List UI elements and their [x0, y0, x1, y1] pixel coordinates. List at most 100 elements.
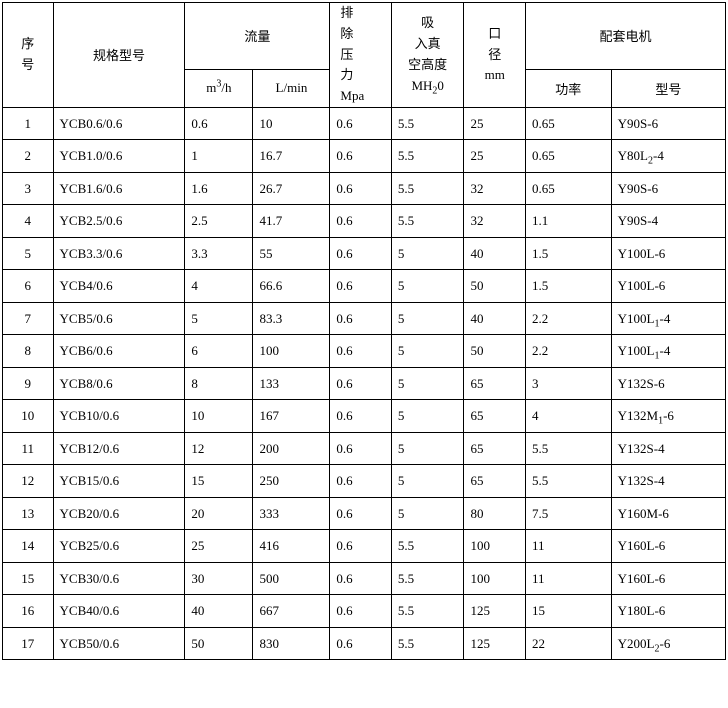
cell: 0.6 — [185, 107, 253, 140]
cell: 55 — [253, 237, 330, 270]
cell: YCB40/0.6 — [53, 595, 185, 628]
cell: 0.6 — [330, 270, 392, 303]
cell: 5 — [3, 237, 54, 270]
cell: 416 — [253, 530, 330, 563]
cell: 7 — [3, 302, 54, 335]
cell: YCB30/0.6 — [53, 562, 185, 595]
table-row: 5YCB3.3/0.63.3550.65401.5Y100L-6 — [3, 237, 726, 270]
table-row: 14YCB25/0.6254160.65.510011Y160L-6 — [3, 530, 726, 563]
cell-motor: Y160L-6 — [611, 562, 725, 595]
cell: 6 — [185, 335, 253, 368]
hdr-press-1: 排 — [340, 3, 353, 24]
cell: 5.5 — [525, 465, 611, 498]
hdr-vac-4: MH20 — [411, 76, 443, 97]
header-power: 功率 — [525, 69, 611, 107]
hdr-vac-1: 吸 — [421, 13, 434, 34]
cell: 12 — [185, 432, 253, 465]
cell: 11 — [3, 432, 54, 465]
cell: 5.5 — [525, 432, 611, 465]
cell-motor: Y160L-6 — [611, 530, 725, 563]
header-lmin: L/min — [253, 69, 330, 107]
cell: 25 — [464, 140, 526, 173]
table-row: 1YCB0.6/0.60.6100.65.5250.65Y90S-6 — [3, 107, 726, 140]
header-vacuum: 吸 入真 空高度 MH20 — [391, 3, 464, 108]
cell: YCB15/0.6 — [53, 465, 185, 498]
cell: 0.65 — [525, 172, 611, 205]
cell: 830 — [253, 627, 330, 660]
cell: 0.6 — [330, 172, 392, 205]
table-row: 10YCB10/0.6101670.65654Y132M1-6 — [3, 400, 726, 433]
cell: 50 — [464, 335, 526, 368]
hdr-press-5: Mpa — [340, 86, 364, 107]
cell-motor: Y90S-6 — [611, 107, 725, 140]
cell: 15 — [185, 465, 253, 498]
cell: 2.2 — [525, 335, 611, 368]
cell-motor: Y160M-6 — [611, 497, 725, 530]
cell: 25 — [464, 107, 526, 140]
table-row: 3YCB1.6/0.61.626.70.65.5320.65Y90S-6 — [3, 172, 726, 205]
cell: 100 — [464, 530, 526, 563]
cell: 0.6 — [330, 400, 392, 433]
table-header: 序号 规格型号 流量 排 除 压 力 Mpa 吸 入真 空高度 MH20 — [3, 3, 726, 108]
cell: 32 — [464, 172, 526, 205]
cell: 2.2 — [525, 302, 611, 335]
cell: 0.6 — [330, 107, 392, 140]
cell-motor: Y200L2-6 — [611, 627, 725, 660]
cell: YCB6/0.6 — [53, 335, 185, 368]
cell: YCB0.6/0.6 — [53, 107, 185, 140]
cell: 66.6 — [253, 270, 330, 303]
cell: 5 — [391, 335, 464, 368]
cell: 4 — [3, 205, 54, 238]
table-row: 9YCB8/0.681330.65653Y132S-6 — [3, 367, 726, 400]
cell: 3.3 — [185, 237, 253, 270]
table-row: 4YCB2.5/0.62.541.70.65.5321.1Y90S-4 — [3, 205, 726, 238]
cell: 50 — [185, 627, 253, 660]
cell: 30 — [185, 562, 253, 595]
cell: 5 — [185, 302, 253, 335]
cell: 5 — [391, 270, 464, 303]
table-body: 1YCB0.6/0.60.6100.65.5250.65Y90S-62YCB1.… — [3, 107, 726, 660]
cell-motor: Y180L-6 — [611, 595, 725, 628]
hdr-vac-3: 空高度 — [408, 55, 447, 76]
header-pressure: 排 除 压 力 Mpa — [330, 3, 392, 108]
cell: 0.65 — [525, 107, 611, 140]
cell: 50 — [464, 270, 526, 303]
cell: 5.5 — [391, 140, 464, 173]
cell: 8 — [3, 335, 54, 368]
table-row: 15YCB30/0.6305000.65.510011Y160L-6 — [3, 562, 726, 595]
table-row: 16YCB40/0.6406670.65.512515Y180L-6 — [3, 595, 726, 628]
cell: 5 — [391, 432, 464, 465]
header-model: 规格型号 — [53, 3, 185, 108]
cell: 0.6 — [330, 302, 392, 335]
cell: 4 — [185, 270, 253, 303]
cell-motor: Y132S-4 — [611, 432, 725, 465]
cell: 14 — [3, 530, 54, 563]
cell: 22 — [525, 627, 611, 660]
cell: 16.7 — [253, 140, 330, 173]
cell: YCB8/0.6 — [53, 367, 185, 400]
cell: 65 — [464, 465, 526, 498]
cell: YCB10/0.6 — [53, 400, 185, 433]
table-row: 12YCB15/0.6152500.65655.5Y132S-4 — [3, 465, 726, 498]
cell: 0.6 — [330, 465, 392, 498]
cell: YCB5/0.6 — [53, 302, 185, 335]
cell-motor: Y132S-4 — [611, 465, 725, 498]
cell: 40 — [464, 302, 526, 335]
table-row: 11YCB12/0.6122000.65655.5Y132S-4 — [3, 432, 726, 465]
cell: 41.7 — [253, 205, 330, 238]
cell: 0.65 — [525, 140, 611, 173]
cell: 4 — [525, 400, 611, 433]
cell: YCB25/0.6 — [53, 530, 185, 563]
cell: YCB1.0/0.6 — [53, 140, 185, 173]
cell: 5 — [391, 400, 464, 433]
cell: 0.6 — [330, 205, 392, 238]
cell-motor: Y90S-6 — [611, 172, 725, 205]
cell: 10 — [253, 107, 330, 140]
cell: 17 — [3, 627, 54, 660]
cell: 5.5 — [391, 107, 464, 140]
table-container: 序号 规格型号 流量 排 除 压 力 Mpa 吸 入真 空高度 MH20 — [0, 0, 728, 708]
cell: 0.6 — [330, 530, 392, 563]
cell: 80 — [464, 497, 526, 530]
cell: 167 — [253, 400, 330, 433]
cell: 0.6 — [330, 595, 392, 628]
